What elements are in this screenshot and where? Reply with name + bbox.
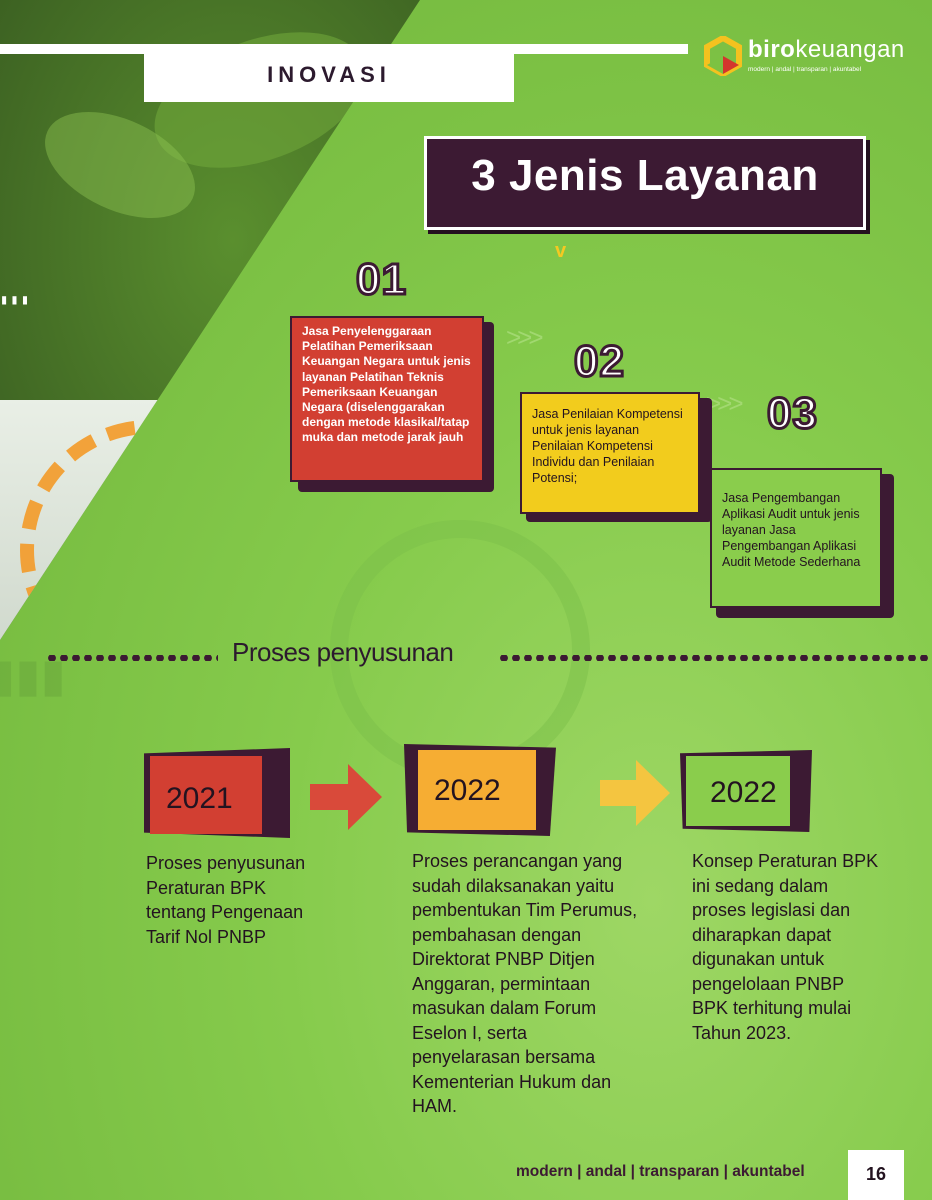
year-box-2022-b: 2022	[680, 750, 812, 832]
process-title: Proses penyusunan	[232, 637, 454, 667]
page-number: 16	[865, 1164, 887, 1184]
year-label: 2022	[710, 776, 777, 809]
title-box: 3 Jenis Layanan	[424, 136, 866, 230]
service-card-03: Jasa Pengembangan Aplikasi Audit untuk j…	[710, 468, 894, 618]
service-text-03: Jasa Pengembangan Aplikasi Audit untuk j…	[722, 491, 861, 569]
process-description-1: Proses penyusunan Peraturan BPK tentang …	[146, 853, 306, 947]
chevrons-decoration: >>>	[706, 388, 744, 418]
biro-keuangan-logo: birokeuangan modern | andal | transparan…	[700, 30, 922, 80]
logo-name: birokeuangan	[748, 36, 905, 63]
section-tab: INOVASI	[144, 54, 514, 102]
service-text-01: Jasa Penyelenggaraan Pelatihan Pemeriksa…	[302, 324, 471, 445]
logo-mark-icon	[704, 36, 742, 76]
dotted-divider-right	[498, 655, 932, 661]
dotted-divider-left	[46, 655, 218, 661]
service-number-03: 03	[766, 388, 819, 440]
page-title: 3 Jenis Layanan	[471, 151, 819, 200]
caret-down-icon: v	[555, 240, 567, 262]
status-bars-graphic: ▮▮▮	[0, 292, 32, 308]
header-rule	[0, 44, 688, 54]
footer-motto: modern | andal | transparan | akuntabel	[516, 1163, 805, 1180]
service-text-02: Jasa Penilaian Kompetensi untuk jenis la…	[532, 407, 683, 485]
process-description-2: Proses perancangan yang sudah dilaksanak…	[412, 851, 638, 1116]
year-label: 2021	[166, 782, 233, 815]
service-card-01: Jasa Penyelenggaraan Pelatihan Pemeriksa…	[290, 312, 494, 492]
chevrons-decoration: >>>	[506, 322, 544, 352]
service-card-02: Jasa Penilaian Kompetensi untuk jenis la…	[520, 390, 712, 522]
service-number-02: 02	[573, 336, 626, 388]
year-box-2022-a: 2022	[404, 744, 556, 836]
year-label: 2022	[434, 774, 501, 807]
logo-tagline: modern | andal | transparan | akuntabel	[748, 66, 862, 73]
year-box-2021: 2021	[144, 748, 290, 838]
section-label: INOVASI	[267, 62, 391, 87]
process-description-3: Konsep Peraturan BPK ini sedang dalam pr…	[692, 851, 879, 1043]
page-number-box: 16	[848, 1150, 904, 1200]
service-number-01: 01	[355, 254, 408, 306]
arrow-right-icon	[310, 764, 382, 830]
arrow-right-icon	[600, 760, 670, 826]
